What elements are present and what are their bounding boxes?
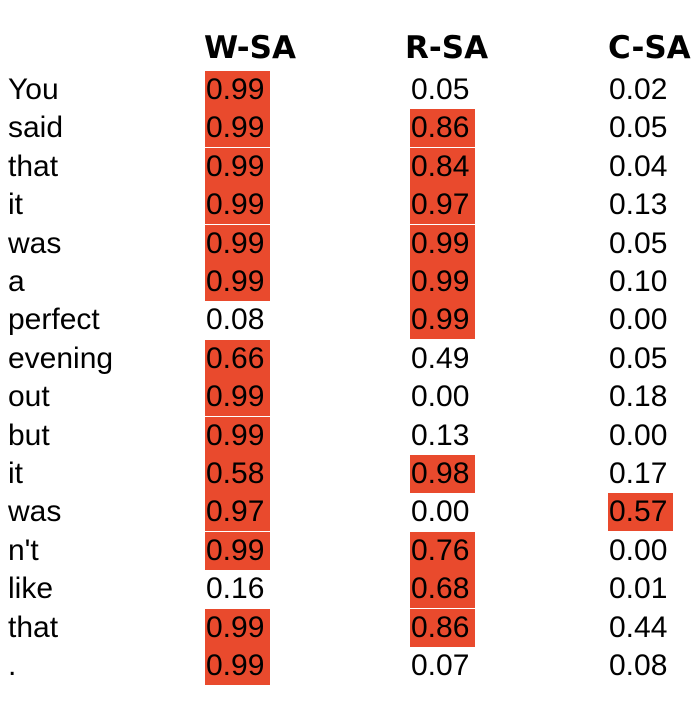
table-row: said 0.99 0.86 0.05 [0, 109, 694, 147]
table-row: it 0.99 0.97 0.13 [0, 186, 694, 224]
token-label: n't [8, 534, 39, 567]
w-sa-score: 0.99 [205, 186, 270, 224]
token-label: was [8, 495, 62, 528]
c-sa-score: 0.17 [609, 457, 668, 490]
c-sa-score: 0.10 [609, 265, 668, 298]
r-sa-score: 0.84 [410, 148, 475, 186]
token-label: You [8, 73, 59, 106]
w-sa-score: 0.99 [205, 225, 270, 263]
r-sa-score: 0.49 [411, 342, 470, 375]
r-sa-score: 0.76 [410, 532, 475, 570]
r-sa-score: 0.05 [411, 73, 470, 106]
w-sa-score: 0.99 [205, 532, 270, 570]
w-sa-score: 0.99 [205, 148, 270, 186]
token-label: evening [8, 342, 114, 375]
r-sa-score: 0.86 [410, 609, 475, 647]
table-row: like 0.16 0.68 0.01 [0, 570, 694, 608]
table-row: it 0.58 0.98 0.17 [0, 455, 694, 493]
header-w-sa: W-SA [204, 30, 296, 66]
c-sa-score: 0.05 [609, 111, 668, 144]
table-row: n't 0.99 0.76 0.00 [0, 532, 694, 570]
w-sa-score: 0.99 [205, 609, 270, 647]
w-sa-score: 0.99 [205, 378, 270, 416]
w-sa-score: 0.99 [205, 263, 270, 301]
r-sa-score: 0.86 [410, 109, 475, 147]
w-sa-score: 0.99 [205, 71, 270, 109]
w-sa-score: 0.66 [205, 340, 270, 378]
c-sa-score: 0.05 [609, 342, 668, 375]
c-sa-score: 0.13 [609, 188, 668, 221]
token-label: said [8, 111, 64, 144]
c-sa-score: 0.05 [609, 227, 668, 260]
token-label: . [8, 649, 17, 682]
r-sa-score: 0.00 [411, 380, 470, 413]
header-r-sa: R-SA [405, 30, 489, 66]
c-sa-score: 0.44 [609, 611, 668, 644]
c-sa-score: 0.00 [609, 419, 668, 452]
r-sa-score: 0.97 [410, 186, 475, 224]
w-sa-score: 0.16 [206, 572, 265, 605]
table-row: was 0.99 0.99 0.05 [0, 225, 694, 263]
r-sa-score: 0.68 [410, 570, 475, 608]
c-sa-score: 0.04 [609, 150, 668, 183]
c-sa-score: 0.01 [609, 572, 668, 605]
c-sa-score: 0.08 [609, 649, 668, 682]
table-row: was 0.97 0.00 0.57 [0, 493, 694, 531]
r-sa-score: 0.99 [410, 301, 475, 339]
table-row: that 0.99 0.84 0.04 [0, 148, 694, 186]
table-row: evening 0.66 0.49 0.05 [0, 340, 694, 378]
table-row: You 0.99 0.05 0.02 [0, 71, 694, 109]
table-row: perfect 0.08 0.99 0.00 [0, 301, 694, 339]
table-row: a 0.99 0.99 0.10 [0, 263, 694, 301]
token-label: that [8, 611, 59, 644]
token-label: it [8, 188, 23, 221]
table-row: out 0.99 0.00 0.18 [0, 378, 694, 416]
w-sa-score: 0.58 [205, 455, 270, 493]
table-row: that 0.99 0.86 0.44 [0, 609, 694, 647]
header-c-sa: C-SA [608, 30, 691, 66]
r-sa-score: 0.98 [410, 455, 475, 493]
r-sa-score: 0.00 [411, 495, 470, 528]
c-sa-score: 0.02 [609, 73, 668, 106]
token-label: it [8, 457, 23, 490]
token-label: a [8, 265, 25, 298]
c-sa-score: 0.57 [608, 493, 673, 531]
r-sa-score: 0.07 [411, 649, 470, 682]
c-sa-score: 0.00 [609, 534, 668, 567]
r-sa-score: 0.99 [410, 225, 475, 263]
table-row: but 0.99 0.13 0.00 [0, 417, 694, 455]
token-label: perfect [8, 303, 100, 336]
w-sa-score: 0.97 [205, 493, 270, 531]
token-label: but [8, 419, 50, 452]
token-label: like [8, 572, 54, 605]
token-label: that [8, 150, 59, 183]
w-sa-score: 0.99 [205, 647, 270, 685]
token-label: out [8, 380, 50, 413]
w-sa-score: 0.08 [206, 303, 265, 336]
w-sa-score: 0.99 [205, 417, 270, 455]
r-sa-score: 0.13 [411, 419, 470, 452]
w-sa-score: 0.99 [205, 109, 270, 147]
table-row: . 0.99 0.07 0.08 [0, 647, 694, 685]
c-sa-score: 0.00 [609, 303, 668, 336]
r-sa-score: 0.99 [410, 263, 475, 301]
c-sa-score: 0.18 [609, 380, 668, 413]
token-label: was [8, 227, 62, 260]
